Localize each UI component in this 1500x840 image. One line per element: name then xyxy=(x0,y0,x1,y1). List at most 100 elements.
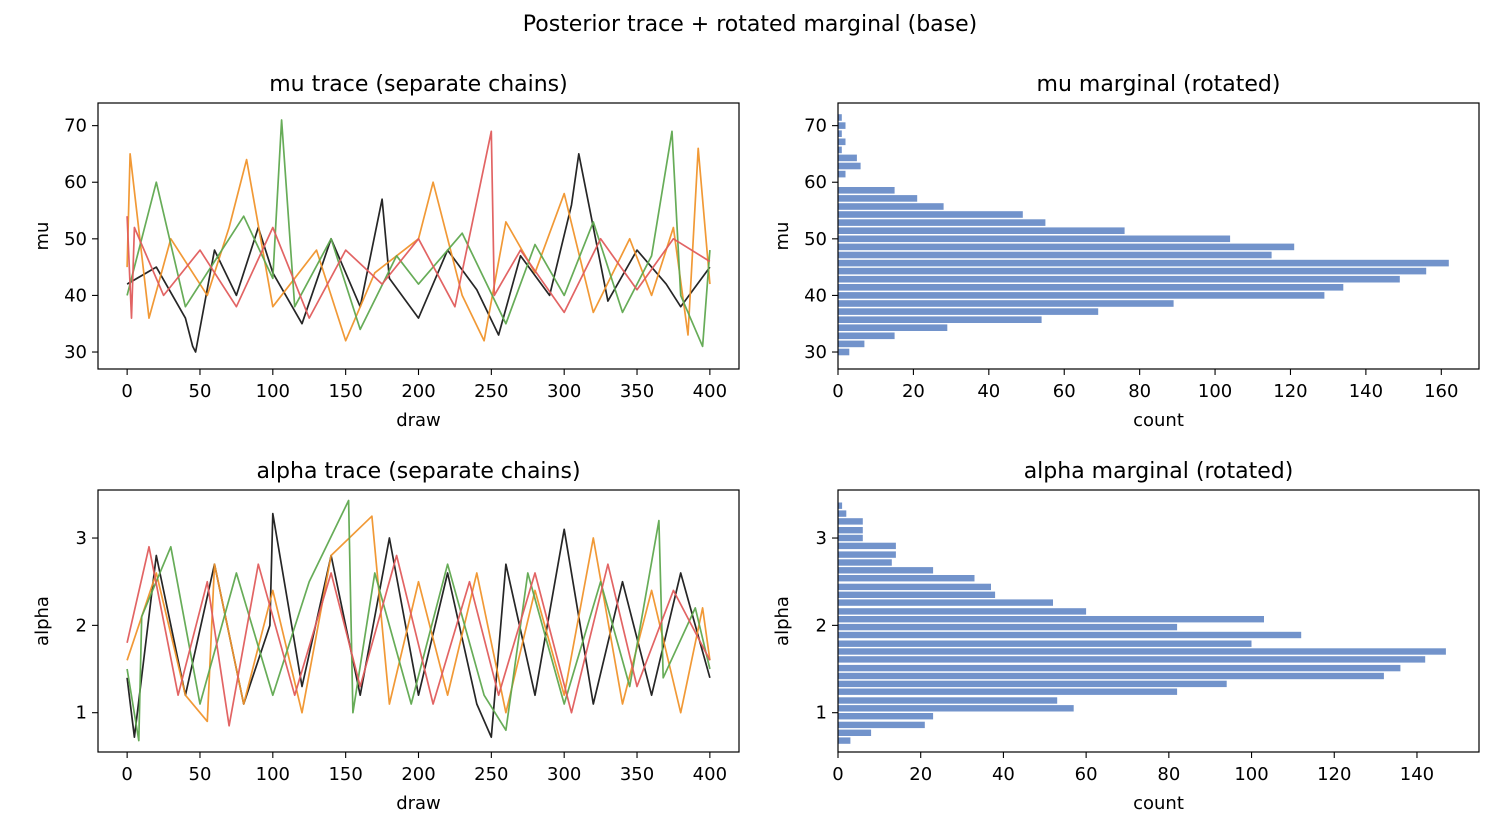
subplot-2: 0 20 40 60 80 100 120 140 160 30 40 50 60 70 mu margin… xyxy=(772,72,1480,431)
subplot-title: alpha trace (separate chains) xyxy=(256,459,580,484)
hist-bar xyxy=(838,510,847,517)
chain-line-1 xyxy=(126,512,711,739)
hist-bar xyxy=(838,672,1384,680)
x-tick-label: 400 xyxy=(693,764,727,785)
x-tick-label: 200 xyxy=(401,381,435,402)
hist-bar xyxy=(838,623,1178,631)
y-tick-label: 60 xyxy=(804,172,827,193)
hist-bar xyxy=(838,243,1295,251)
y-tick-label: 40 xyxy=(804,285,827,306)
x-axis-label: count xyxy=(1133,410,1184,431)
chain-line-4 xyxy=(126,545,711,727)
hist-bar xyxy=(838,729,872,736)
y-axis-label: mu xyxy=(772,222,793,251)
y-tick-label: 30 xyxy=(804,342,827,363)
hist-bar xyxy=(838,680,1227,688)
y-axis-label: mu xyxy=(32,222,53,251)
hist-bar xyxy=(838,551,896,558)
chain-line-3 xyxy=(126,119,711,348)
x-tick-label: 350 xyxy=(620,381,654,402)
hist-bar xyxy=(838,713,934,720)
hist-bar xyxy=(838,259,1449,267)
x-axis-label: draw xyxy=(396,793,441,814)
y-tick-label: 70 xyxy=(64,116,87,137)
hist-bar xyxy=(838,316,1042,323)
hist-bar xyxy=(838,697,1058,704)
x-tick-label: 400 xyxy=(693,381,727,402)
hist-bar xyxy=(838,219,1046,226)
x-tick-label: 140 xyxy=(1349,381,1383,402)
x-tick-label: 0 xyxy=(121,764,132,785)
hist-bar xyxy=(838,567,934,574)
subplot-title: mu trace (separate chains) xyxy=(269,72,567,97)
hist-bar xyxy=(838,688,1178,695)
hist-bar xyxy=(838,308,1099,315)
axes-frame xyxy=(97,489,740,753)
x-tick-label: 40 xyxy=(977,381,1000,402)
hist-bar xyxy=(838,324,948,331)
hist-bar xyxy=(838,518,863,525)
hist-bar xyxy=(838,203,944,210)
x-tick-label: 250 xyxy=(474,381,508,402)
hist-bar xyxy=(838,502,843,509)
x-tick-label: 0 xyxy=(832,381,843,402)
hist-bar xyxy=(838,664,1401,672)
hist-bar xyxy=(838,114,842,121)
y-tick-label: 3 xyxy=(76,528,87,549)
hist-bar xyxy=(838,211,1023,218)
x-tick-label: 100 xyxy=(256,764,290,785)
x-tick-label: 40 xyxy=(992,764,1015,785)
x-tick-label: 150 xyxy=(328,381,362,402)
x-tick-label: 0 xyxy=(121,381,132,402)
x-tick-label: 0 xyxy=(832,764,843,785)
x-tick-label: 120 xyxy=(1273,381,1307,402)
hist-bar xyxy=(838,162,861,170)
x-tick-label: 200 xyxy=(401,764,435,785)
x-tick-label: 50 xyxy=(189,764,212,785)
x-tick-label: 150 xyxy=(328,764,362,785)
hist-bar xyxy=(838,631,1302,639)
subplot-title: alpha marginal (rotated) xyxy=(1024,459,1294,484)
subplot-4: 0 20 40 60 80 100 120 140 1 2 3 alpha marginal (rot… xyxy=(772,459,1480,814)
y-tick-label: 40 xyxy=(64,285,87,306)
x-tick-label: 160 xyxy=(1424,381,1458,402)
x-tick-label: 100 xyxy=(256,381,290,402)
y-axis-label: alpha xyxy=(772,596,793,646)
hist-bar xyxy=(838,187,895,194)
hist-bar xyxy=(838,575,975,582)
x-tick-label: 350 xyxy=(620,764,654,785)
hist-bar xyxy=(838,130,842,137)
hist-bar xyxy=(838,559,892,566)
hist-bar xyxy=(838,721,925,729)
x-tick-label: 140 xyxy=(1400,764,1434,785)
x-tick-label: 20 xyxy=(909,764,932,785)
x-tick-label: 80 xyxy=(1157,764,1180,785)
hist-bar xyxy=(838,648,1446,655)
hist-bar xyxy=(838,267,1427,275)
hist-bar xyxy=(838,300,1174,307)
hist-bar xyxy=(838,138,846,146)
hist-bar xyxy=(838,146,842,154)
x-tick-label: 300 xyxy=(547,764,581,785)
y-tick-label: 60 xyxy=(64,172,87,193)
chain-line-4 xyxy=(126,130,711,319)
subplot-1: 0 50 100 150 200 250 300 350 400 30 40 50 60 70 mu tra… xyxy=(32,72,740,431)
chain-line-3 xyxy=(126,499,711,742)
y-tick-label: 1 xyxy=(816,703,827,724)
y-tick-label: 30 xyxy=(64,342,87,363)
subplot-title: mu marginal (rotated) xyxy=(1037,72,1281,97)
y-tick-label: 2 xyxy=(76,615,87,636)
hist-bar xyxy=(838,542,896,550)
y-tick-label: 3 xyxy=(816,528,827,549)
hist-bar xyxy=(838,227,1125,234)
hist-bar xyxy=(838,340,865,348)
hist-bar xyxy=(838,235,1231,243)
x-tick-label: 60 xyxy=(1075,764,1098,785)
chain-line-1 xyxy=(126,153,711,353)
hist-bar xyxy=(838,640,1252,647)
hist-bar xyxy=(838,292,1325,299)
y-tick-label: 70 xyxy=(804,116,827,137)
hist-bar xyxy=(838,534,863,542)
x-tick-label: 60 xyxy=(1053,381,1076,402)
